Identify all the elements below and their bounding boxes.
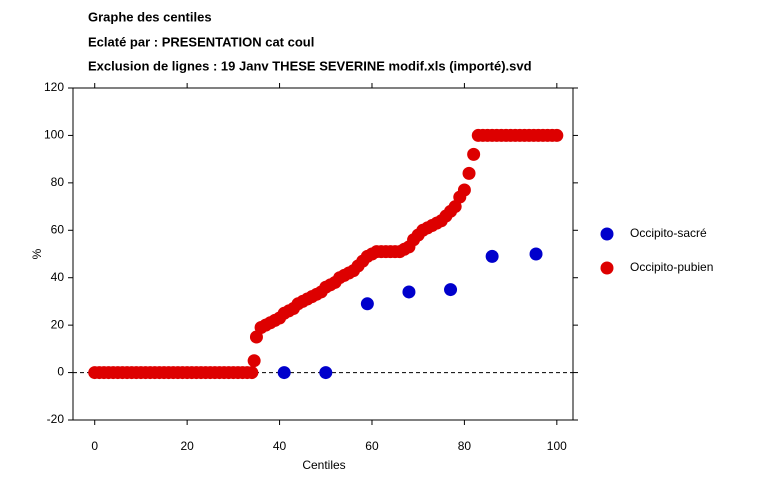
title-line: Eclaté par : PRESENTATION cat coul <box>88 34 314 49</box>
legend-marker <box>600 227 614 241</box>
y-tick-label: 120 <box>44 80 64 94</box>
x-tick-label: 0 <box>91 439 98 453</box>
point <box>277 366 291 380</box>
legend-marker <box>600 261 614 275</box>
y-tick-label: 40 <box>51 270 65 284</box>
x-tick-label: 100 <box>547 439 567 453</box>
point <box>529 247 543 261</box>
title-line: Graphe des centiles <box>88 9 212 24</box>
y-tick-label: 100 <box>44 128 64 142</box>
y-axis-label: % <box>30 248 44 259</box>
point <box>485 249 499 263</box>
legend-label: Occipito-pubien <box>630 260 713 274</box>
point <box>457 183 471 197</box>
title-line: Exclusion de lignes : 19 Janv THESE SEVE… <box>88 58 532 73</box>
x-tick-label: 80 <box>458 439 472 453</box>
x-tick-label: 60 <box>365 439 379 453</box>
point <box>550 128 564 142</box>
y-tick-label: 0 <box>57 365 64 379</box>
point <box>444 283 458 297</box>
y-tick-label: 80 <box>51 175 65 189</box>
y-tick-label: 20 <box>51 317 65 331</box>
point <box>462 166 476 180</box>
y-tick-label: -20 <box>47 412 65 426</box>
x-tick-label: 40 <box>273 439 287 453</box>
x-axis-label: Centiles <box>302 458 345 472</box>
y-tick-label: 60 <box>51 222 65 236</box>
x-tick-label: 20 <box>180 439 194 453</box>
legend-label: Occipito-sacré <box>630 226 707 240</box>
point <box>467 147 481 161</box>
point <box>402 285 416 299</box>
point <box>245 366 259 380</box>
plot-frame <box>72 87 574 421</box>
point <box>360 297 374 311</box>
point <box>247 354 261 368</box>
point <box>319 366 333 380</box>
